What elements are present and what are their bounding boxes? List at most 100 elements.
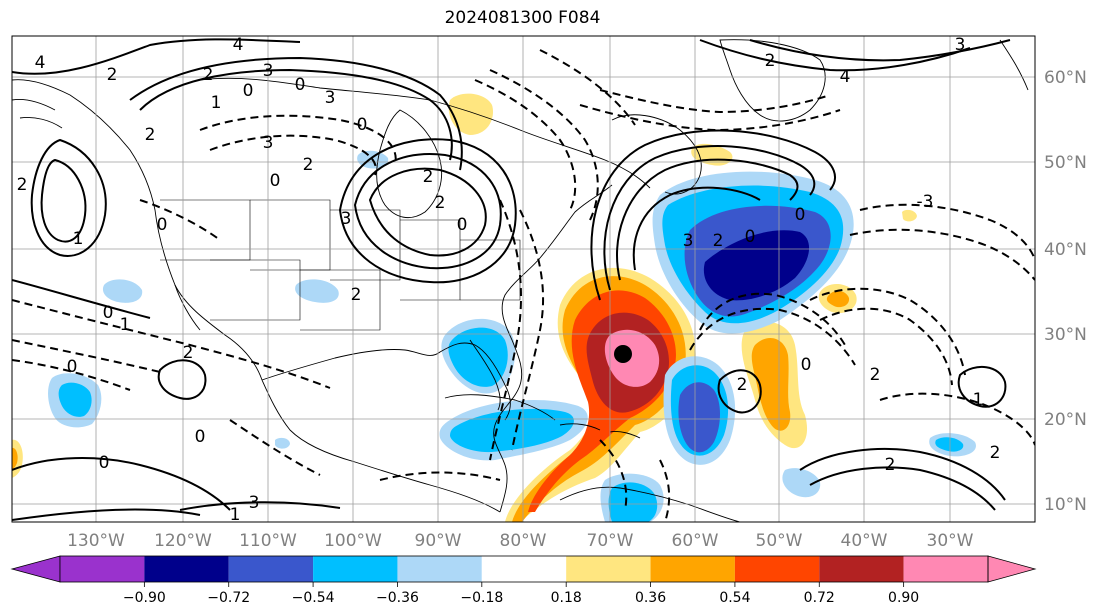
contour-label: 2 bbox=[990, 443, 1001, 463]
contour-label: 2 bbox=[870, 365, 881, 385]
longitude-label: 100°W bbox=[324, 531, 382, 551]
contour-dashed bbox=[489, 199, 522, 461]
anomaly-shade bbox=[448, 93, 494, 135]
contour-dashed bbox=[12, 339, 161, 373]
coastline-segment bbox=[199, 77, 651, 189]
contour-solid bbox=[129, 56, 463, 171]
contour-solid bbox=[179, 501, 341, 511]
longitude-label: 130°W bbox=[67, 531, 125, 551]
longitude-label: 120°W bbox=[154, 531, 212, 551]
storm-center-marker bbox=[614, 345, 632, 363]
colorbar-tick-label: −0.54 bbox=[292, 590, 335, 606]
contour-dashed bbox=[209, 134, 377, 176]
state-boundary bbox=[300, 269, 381, 331]
colorbar-tick-label: 0.36 bbox=[635, 590, 666, 606]
anomaly-shading bbox=[12, 93, 976, 522]
contour-label: 1 bbox=[211, 93, 222, 113]
contour-solid bbox=[616, 158, 799, 281]
contour-label: 2 bbox=[713, 231, 724, 251]
contour-solid bbox=[603, 145, 816, 291]
contour-solid bbox=[12, 508, 201, 521]
contour-solid bbox=[809, 466, 996, 511]
anomaly-shade bbox=[448, 327, 508, 387]
contour-label: 3 bbox=[249, 493, 260, 513]
colorbar-tick-label: 0.72 bbox=[804, 590, 835, 606]
contour-label: 0 bbox=[67, 357, 78, 377]
colorbar-frame bbox=[59, 555, 989, 583]
contour-label: 4 bbox=[233, 35, 244, 55]
colorbar-segment bbox=[650, 556, 735, 582]
contour-dashed bbox=[199, 114, 397, 166]
contour-dashed bbox=[539, 49, 636, 126]
anomaly-shade bbox=[450, 408, 574, 453]
latitude-label: 30°N bbox=[1044, 325, 1087, 345]
contour-solid bbox=[139, 68, 453, 161]
contour-solid bbox=[957, 366, 1007, 408]
contour-label: 0 bbox=[795, 205, 806, 225]
contour-solid bbox=[353, 153, 502, 270]
contour-solid bbox=[12, 279, 151, 319]
coastline-segment bbox=[469, 339, 501, 411]
contour-label: 0 bbox=[745, 227, 756, 247]
colorbar-segment bbox=[566, 556, 651, 582]
anomaly-shade bbox=[604, 329, 660, 387]
colorbar: −0.90 −0.72 −0.54 −0.36 −0.18 0.18 0.36 0.54 0.7… bbox=[10, 555, 1037, 606]
contour-dashed bbox=[599, 439, 628, 511]
latitude-axis-labels: 60°N 50°N 40°N 30°N 20°N 10°N bbox=[1044, 68, 1087, 515]
coastline-segment bbox=[376, 109, 443, 219]
contour-label: 0 bbox=[295, 75, 306, 95]
map-frame bbox=[11, 35, 1036, 523]
contour-solid bbox=[717, 369, 762, 414]
anomaly-shade bbox=[703, 230, 810, 301]
contour-dashed bbox=[859, 203, 1035, 261]
coastline-segment bbox=[559, 486, 741, 522]
contour-label: 2 bbox=[145, 125, 156, 145]
figure-title: 2024081300 F084 bbox=[444, 8, 601, 28]
contour-label: 0 bbox=[103, 303, 114, 323]
contour-label: 2 bbox=[303, 155, 314, 175]
latitude-label: 50°N bbox=[1044, 153, 1087, 173]
colorbar-segment bbox=[313, 556, 398, 582]
colorbar-tick-label: −0.18 bbox=[460, 590, 503, 606]
contour-label: 1 bbox=[73, 229, 84, 249]
colorbar-tick-label: 0.18 bbox=[551, 590, 582, 606]
contour-label: 2 bbox=[435, 193, 446, 213]
anomaly-shade bbox=[102, 279, 143, 303]
contour-solid bbox=[749, 39, 1011, 62]
colorbar-segment bbox=[60, 556, 145, 582]
contour-label: -3 bbox=[917, 192, 934, 212]
contour-solid bbox=[40, 158, 87, 243]
height-contours bbox=[12, 38, 1035, 522]
contour-dashed bbox=[819, 307, 953, 386]
contour-label: 0 bbox=[243, 81, 254, 101]
colorbar-segment bbox=[819, 556, 904, 582]
colorbar-tick-label: −0.72 bbox=[207, 590, 250, 606]
state-boundary bbox=[400, 219, 461, 301]
contour-dashed bbox=[229, 419, 321, 476]
colorbar-tick-label: 0.90 bbox=[888, 590, 919, 606]
contour-solid bbox=[632, 186, 761, 271]
contour-label: 2 bbox=[737, 375, 748, 395]
contour-label: 4 bbox=[35, 53, 46, 73]
longitude-label: 60°W bbox=[672, 531, 719, 551]
anomaly-shade bbox=[58, 382, 92, 417]
contour-dashed bbox=[699, 292, 846, 346]
anomaly-shade bbox=[751, 337, 791, 431]
contour-solid bbox=[368, 167, 487, 257]
contour-label: 1 bbox=[973, 390, 984, 410]
contour-solid bbox=[12, 38, 301, 75]
contour-solid bbox=[12, 457, 231, 511]
coastline-segment bbox=[719, 39, 826, 122]
contour-label: 0 bbox=[99, 453, 110, 473]
latitude-label: 40°N bbox=[1044, 240, 1087, 260]
colorbar-tick-label: −0.90 bbox=[123, 590, 166, 606]
coastline-segment bbox=[12, 79, 501, 513]
contour-label: 0 bbox=[157, 215, 168, 235]
contour-solid bbox=[338, 138, 517, 284]
anomaly-shade bbox=[826, 290, 850, 308]
coastline-segment bbox=[19, 117, 63, 129]
contour-label: 3 bbox=[263, 133, 274, 153]
contour-label: 3 bbox=[325, 88, 336, 108]
contour-dashed bbox=[12, 359, 131, 391]
